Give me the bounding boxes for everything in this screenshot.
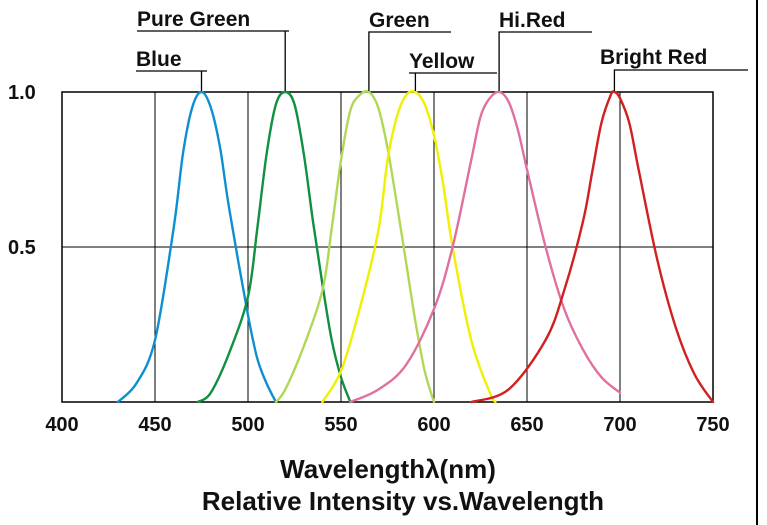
x-tick-label: 650 bbox=[510, 414, 543, 436]
series-layer bbox=[116, 89, 715, 404]
series-line-bright-red bbox=[470, 90, 715, 404]
leader-line-blue bbox=[136, 70, 207, 91]
series-label-hi-red: Hi.Red bbox=[499, 9, 566, 32]
grid bbox=[62, 92, 713, 402]
series-label-pure-green: Pure Green bbox=[137, 8, 250, 31]
y-tick-labels: 0.5 1.0 bbox=[8, 82, 36, 259]
series-line-hi-red bbox=[349, 90, 622, 404]
leader-line-yellow bbox=[409, 72, 497, 91]
y-tick-label: 1.0 bbox=[8, 82, 36, 104]
series-line-blue bbox=[116, 90, 278, 404]
leader-line-green bbox=[368, 31, 451, 91]
x-tick-label: 550 bbox=[324, 414, 357, 436]
series-label-green: Green bbox=[369, 9, 430, 32]
legend-labels: Blue Pure Green Green Yellow Hi.Red Bright Re… bbox=[136, 8, 748, 91]
series-line-yellow bbox=[321, 90, 497, 404]
x-tick-label: 400 bbox=[45, 414, 78, 436]
x-tick-label: 500 bbox=[231, 414, 264, 436]
leader-line-bright-red bbox=[613, 69, 748, 91]
x-tick-label: 600 bbox=[417, 414, 450, 436]
series-label-bright-red: Bright Red bbox=[600, 46, 707, 69]
series-label-blue: Blue bbox=[136, 48, 182, 71]
x-tick-label: 700 bbox=[603, 414, 636, 436]
series-line-green bbox=[274, 89, 436, 404]
x-tick-labels: 400 450 500 550 600 650 700 750 bbox=[45, 414, 729, 436]
leader-line-hi-red bbox=[498, 31, 592, 91]
x-tick-label: 750 bbox=[696, 414, 729, 436]
leader-line-pure-green bbox=[137, 30, 289, 91]
plot-frame bbox=[61, 91, 714, 403]
series-line-pure-green bbox=[196, 90, 352, 404]
y-tick-label: 0.5 bbox=[8, 237, 36, 259]
x-axis-label: Wavelengthλ(nm) bbox=[280, 454, 496, 484]
chart-title: Relative Intensity vs.Wavelength bbox=[202, 486, 604, 516]
series-label-yellow: Yellow bbox=[409, 50, 475, 73]
x-tick-label: 450 bbox=[138, 414, 171, 436]
